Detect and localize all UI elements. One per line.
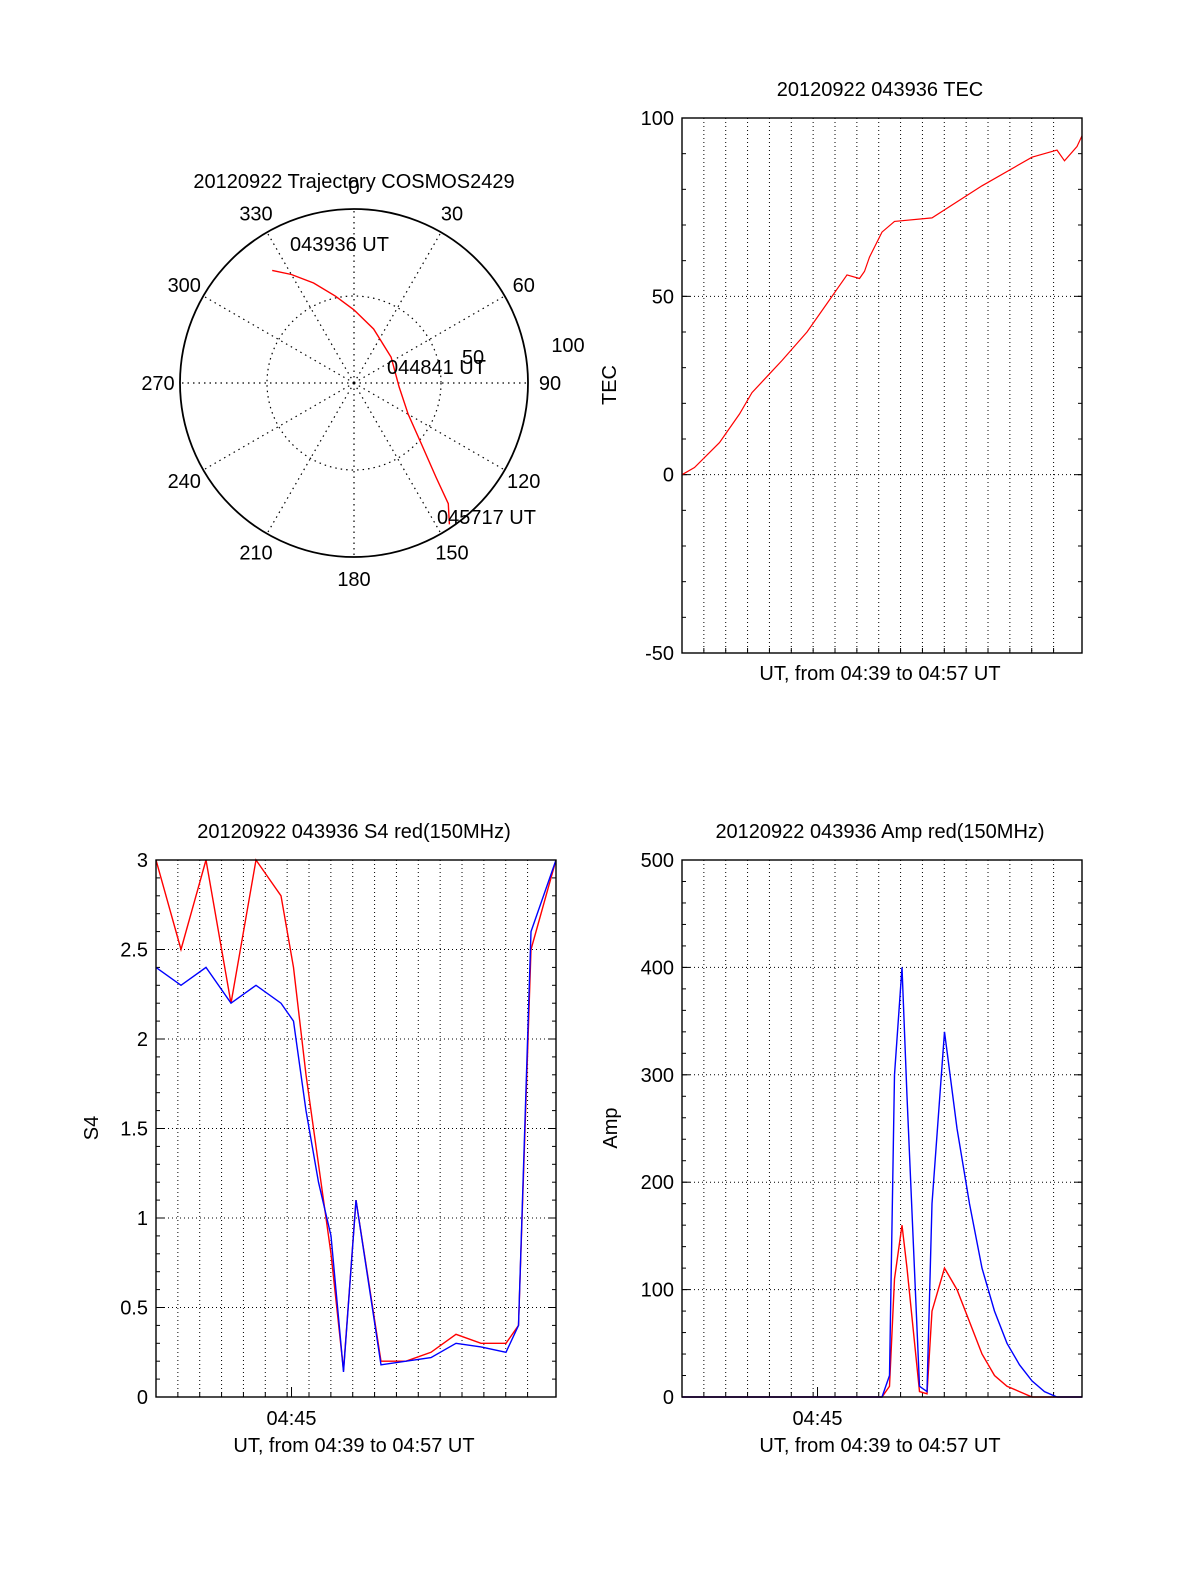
polar-radial-label: 50 xyxy=(462,347,484,369)
polar-spoke xyxy=(203,295,355,384)
polar-grid xyxy=(179,208,529,558)
y-tick-label: 3 xyxy=(137,850,148,872)
x-tick-label: 04:45 xyxy=(266,1408,316,1430)
y-tick-label: 0.5 xyxy=(120,1298,148,1320)
plot-frame xyxy=(155,859,557,1398)
polar-title: 20120922 Trajectory COSMOS2429 xyxy=(193,171,514,193)
polar-spoke xyxy=(353,232,442,384)
y-tick-label: 400 xyxy=(641,957,674,979)
polar-inner-circle xyxy=(266,295,442,471)
y-tick-label: 1 xyxy=(137,1208,148,1230)
s4-title: 20120922 043936 S4 red(150MHz) xyxy=(197,821,511,843)
blue-series-line xyxy=(155,859,557,1372)
tec-panel: 20120922 043936 TEC -50 0 50 100 UT, from 0… xyxy=(599,79,1083,685)
y-tick-label: 2.5 xyxy=(120,940,148,962)
polar-radial-labels: 50 100 xyxy=(462,335,585,369)
y-tick-label: 100 xyxy=(641,108,674,130)
polar-spoke xyxy=(353,382,442,534)
s4-ylabel: S4 xyxy=(81,1116,103,1140)
polar-azimuth-label: 210 xyxy=(239,543,272,565)
y-tick-label: 2 xyxy=(137,1029,148,1051)
y-tick-label: 200 xyxy=(641,1172,674,1194)
blue-series-line xyxy=(682,967,1082,1398)
y-tick-label: 0 xyxy=(663,465,674,487)
polar-azimuth-label: 120 xyxy=(507,471,540,493)
polar-spoke xyxy=(353,295,505,384)
red-series-line xyxy=(155,858,557,1371)
polar-azimuth-label: 60 xyxy=(513,275,535,297)
polar-spoke xyxy=(266,382,355,534)
s4-plot-area: 0 0.5 1 1.5 2 2.5 3 04:45 xyxy=(120,850,557,1430)
trajectory-mid-label: 044841 UT xyxy=(387,357,486,379)
y-tick-label: 100 xyxy=(641,1280,674,1302)
amp-panel: 20120922 043936 Amp red(150MHz) 0 100 200 3… xyxy=(600,821,1083,1457)
plot-frame xyxy=(681,117,1083,654)
polar-spoke xyxy=(353,382,505,471)
amp-ylabel: Amp xyxy=(600,1107,622,1148)
tec-title: 20120922 043936 TEC xyxy=(777,79,983,101)
red-series-line xyxy=(681,135,1083,476)
y-tick-label: 50 xyxy=(652,286,674,308)
y-tick-label: 1.5 xyxy=(120,1119,148,1141)
polar-azimuth-label: 150 xyxy=(435,543,468,565)
tec-plot-area: -50 0 50 100 xyxy=(641,108,1083,665)
polar-azimuth-label: 240 xyxy=(168,471,201,493)
red-series-line xyxy=(682,1225,1082,1398)
tec-xlabel: UT, from 04:39 to 04:57 UT xyxy=(759,663,1000,685)
amp-title: 20120922 043936 Amp red(150MHz) xyxy=(715,821,1044,843)
s4-xlabel: UT, from 04:39 to 04:57 UT xyxy=(233,1435,474,1457)
s4-panel: 20120922 043936 S4 red(150MHz) 0 0.5 1 1.5 2… xyxy=(81,821,557,1457)
tec-ylabel: TEC xyxy=(599,365,621,405)
polar-panel: 20120922 Trajectory COSMOS2429 0 30 60 90 12… xyxy=(141,171,584,591)
polar-spoke xyxy=(266,232,355,384)
y-tick-label: 0 xyxy=(137,1387,148,1409)
polar-azimuth-label: 0 xyxy=(348,177,359,199)
trajectory-line xyxy=(272,269,451,525)
polar-azimuth-label: 90 xyxy=(539,373,561,395)
polar-azimuth-label: 180 xyxy=(337,569,370,591)
polar-radial-label: 100 xyxy=(551,335,584,357)
plot-frame xyxy=(681,859,1083,1398)
y-tick-label: 300 xyxy=(641,1065,674,1087)
trajectory-end-label: 045717 UT xyxy=(437,507,536,529)
trajectory-start-label: 043936 UT xyxy=(290,234,389,256)
polar-outer-circle xyxy=(179,208,529,558)
y-tick-label: -50 xyxy=(645,643,674,665)
y-tick-label: 0 xyxy=(663,1387,674,1409)
amp-plot-area: 0 100 200 300 400 500 04:45 xyxy=(641,850,1083,1430)
polar-azimuth-labels: 0 30 60 90 120 150 180 210 240 270 300 330 xyxy=(141,177,561,591)
y-tick-label: 500 xyxy=(641,850,674,872)
polar-azimuth-label: 30 xyxy=(441,203,463,225)
polar-spoke xyxy=(203,382,355,471)
polar-azimuth-label: 300 xyxy=(168,275,201,297)
polar-azimuth-label: 270 xyxy=(141,373,174,395)
amp-xlabel: UT, from 04:39 to 04:57 UT xyxy=(759,1435,1000,1457)
x-tick-label: 04:45 xyxy=(792,1408,842,1430)
polar-azimuth-label: 330 xyxy=(239,203,272,225)
